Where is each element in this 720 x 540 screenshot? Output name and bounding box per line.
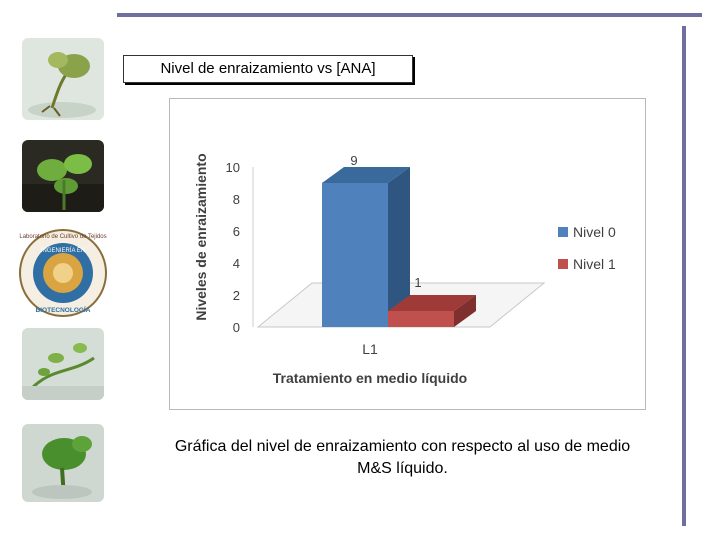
y-tick-label: 2: [233, 288, 240, 303]
chart-frame: 0 2 4 6 8 10 9 1 L1 Tratamiento en medio líquido N…: [169, 98, 646, 410]
right-rule: [682, 26, 686, 526]
legend-label: Nivel 0: [573, 224, 616, 240]
y-tick-label: 4: [233, 256, 240, 271]
figure-caption: Gráfica del nivel de enraizamiento con r…: [174, 438, 631, 477]
y-axis-title: Niveles de enraizamiento: [193, 153, 209, 320]
y-tick-label: 10: [226, 160, 240, 175]
y-tick-label: 8: [233, 192, 240, 207]
bar-nivel-0: [322, 183, 388, 327]
bar-side-face: [454, 295, 476, 327]
logo-text-top: Laboratorio de Cultivo de Tejidos: [19, 234, 106, 240]
bar-top-face: [322, 167, 410, 183]
rooting-level-chart: 0 2 4 6 8 10 9 1 L1 Tratamiento en medio líquido N…: [193, 153, 616, 386]
y-tick-label: 0: [233, 320, 240, 335]
logo-text-bottom: BIOTECNOLOGÍA: [36, 305, 91, 314]
slide-title: Nivel de enraizamiento vs [ANA]: [123, 55, 413, 83]
bar-top-face: [388, 295, 476, 311]
legend-swatch: [558, 259, 568, 269]
legend-label: Nivel 1: [573, 256, 616, 272]
plantlet-photo-4: [22, 424, 104, 502]
top-rule: [117, 13, 702, 17]
bar-nivel-1: [388, 311, 454, 327]
logo-text-ring: INGENIERÍA EN: [41, 247, 85, 254]
lab-logo: Laboratorio de Cultivo de Tejidos INGENI…: [18, 228, 108, 318]
y-tick-label: 6: [233, 224, 240, 239]
plantlet-photo-2: [22, 140, 104, 212]
x-category-label: L1: [362, 341, 378, 357]
data-label: 9: [350, 153, 357, 168]
plantlet-photo-1: [22, 38, 104, 120]
data-label: 1: [414, 275, 421, 290]
x-axis-title: Tratamiento en medio líquido: [273, 370, 467, 386]
legend-swatch: [558, 227, 568, 237]
plantlet-photo-3: [22, 328, 104, 400]
bar-side-face: [388, 167, 410, 327]
